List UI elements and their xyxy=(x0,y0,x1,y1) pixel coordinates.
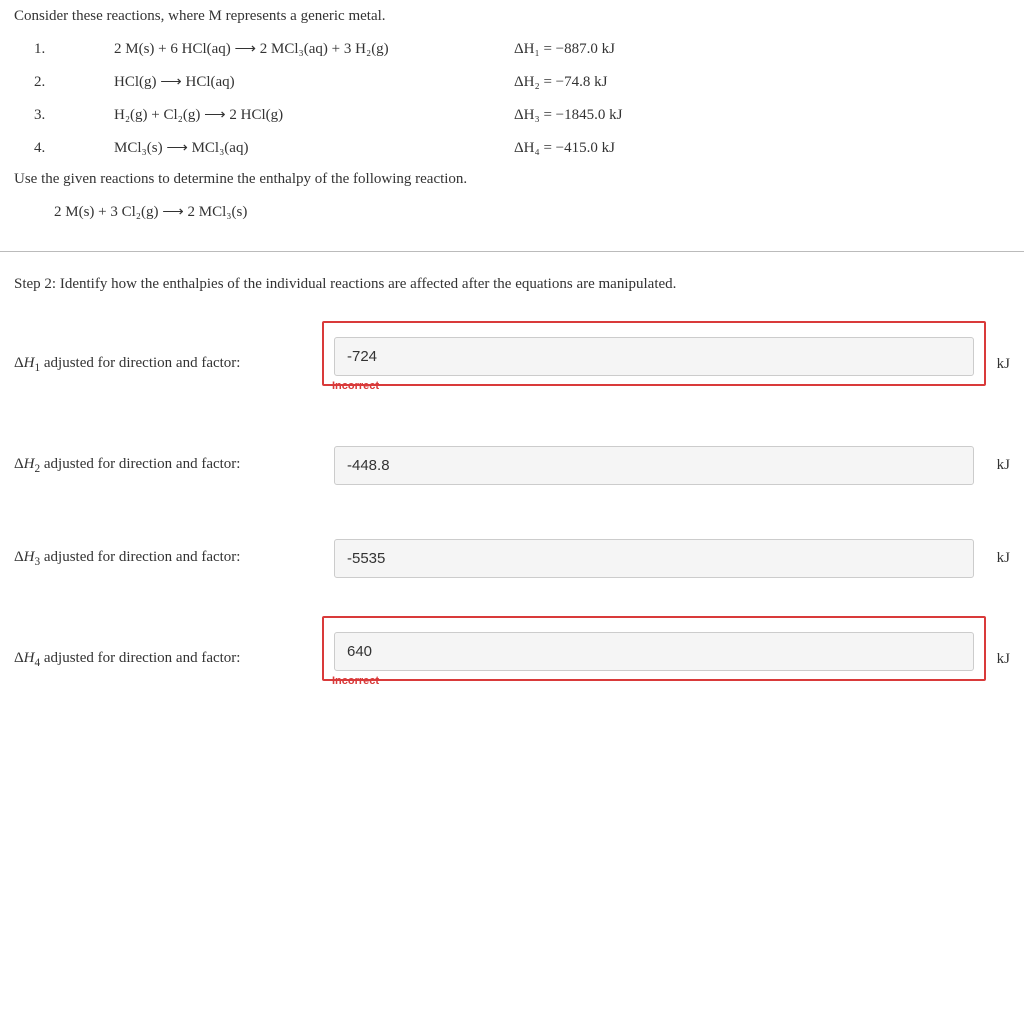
input-wrap xyxy=(334,539,974,578)
reaction-number: 2. xyxy=(14,74,114,91)
answer-block: ΔH4 adjusted for direction and factor: In… xyxy=(14,632,1010,687)
answer-label: ΔH4 adjusted for direction and factor: xyxy=(14,650,334,669)
reaction-row: 2. HCl(g) ⟶ HCl(aq) ΔH₂ = −74.8 kJ xyxy=(14,72,1010,91)
incorrect-label: Incorrect xyxy=(332,675,974,687)
reaction-equation: 2 M(s) + 6 HCl(aq) ⟶ 2 MCl₃(aq) + 3 H₂(g… xyxy=(114,39,514,58)
reactions-list: 1. 2 M(s) + 6 HCl(aq) ⟶ 2 MCl₃(aq) + 3 H… xyxy=(14,39,1010,157)
unit-label: kJ xyxy=(974,550,1010,567)
reaction-enthalpy: ΔH₂ = −74.8 kJ xyxy=(514,74,607,91)
answer-row: ΔH2 adjusted for direction and factor: kJ xyxy=(14,446,1010,485)
reaction-number: 3. xyxy=(14,107,114,124)
target-reaction: 2 M(s) + 3 Cl₂(g) ⟶ 2 MCl₃(s) xyxy=(54,202,1010,221)
answer-input[interactable] xyxy=(334,632,974,671)
answer-input[interactable] xyxy=(334,446,974,485)
answer-block: ΔH2 adjusted for direction and factor: kJ xyxy=(14,446,1010,485)
answer-row: ΔH1 adjusted for direction and factor: In… xyxy=(14,337,1010,392)
answer-input[interactable] xyxy=(334,337,974,376)
use-line: Use the given reactions to determine the… xyxy=(14,171,1010,188)
reaction-number: 4. xyxy=(14,140,114,157)
input-wrap xyxy=(334,446,974,485)
incorrect-label: Incorrect xyxy=(332,380,974,392)
reaction-number: 1. xyxy=(14,41,114,58)
reaction-enthalpy: ΔH₄ = −415.0 kJ xyxy=(514,140,615,157)
reaction-row: 4. MCl₃(s) ⟶ MCl₃(aq) ΔH₄ = −415.0 kJ xyxy=(14,138,1010,157)
answer-label: ΔH3 adjusted for direction and factor: xyxy=(14,549,334,568)
answer-label: ΔH2 adjusted for direction and factor: xyxy=(14,456,334,475)
input-wrap: Incorrect xyxy=(334,337,974,392)
reaction-equation: MCl₃(s) ⟶ MCl₃(aq) xyxy=(114,138,514,157)
step-title: Step 2: Identify how the enthalpies of t… xyxy=(14,276,1010,293)
input-wrap: Incorrect xyxy=(334,632,974,687)
answer-block: ΔH3 adjusted for direction and factor: kJ xyxy=(14,539,1010,578)
incorrect-frame xyxy=(322,616,986,681)
reaction-enthalpy: ΔH₃ = −1845.0 kJ xyxy=(514,107,622,124)
reaction-enthalpy: ΔH₁ = −887.0 kJ xyxy=(514,41,615,58)
answer-row: ΔH3 adjusted for direction and factor: kJ xyxy=(14,539,1010,578)
answers-section: ΔH1 adjusted for direction and factor: In… xyxy=(14,337,1010,687)
intro-text: Consider these reactions, where M repres… xyxy=(14,8,1010,25)
answer-label: ΔH1 adjusted for direction and factor: xyxy=(14,355,334,374)
unit-label: kJ xyxy=(974,457,1010,474)
reaction-row: 3. H₂(g) + Cl₂(g) ⟶ 2 HCl(g) ΔH₃ = −1845… xyxy=(14,105,1010,124)
answer-input[interactable] xyxy=(334,539,974,578)
reaction-row: 1. 2 M(s) + 6 HCl(aq) ⟶ 2 MCl₃(aq) + 3 H… xyxy=(14,39,1010,58)
answer-block: ΔH1 adjusted for direction and factor: In… xyxy=(14,337,1010,392)
reaction-equation: H₂(g) + Cl₂(g) ⟶ 2 HCl(g) xyxy=(114,105,514,124)
answer-row: ΔH4 adjusted for direction and factor: In… xyxy=(14,632,1010,687)
divider xyxy=(0,251,1024,252)
reaction-equation: HCl(g) ⟶ HCl(aq) xyxy=(114,72,514,91)
incorrect-frame xyxy=(322,321,986,386)
